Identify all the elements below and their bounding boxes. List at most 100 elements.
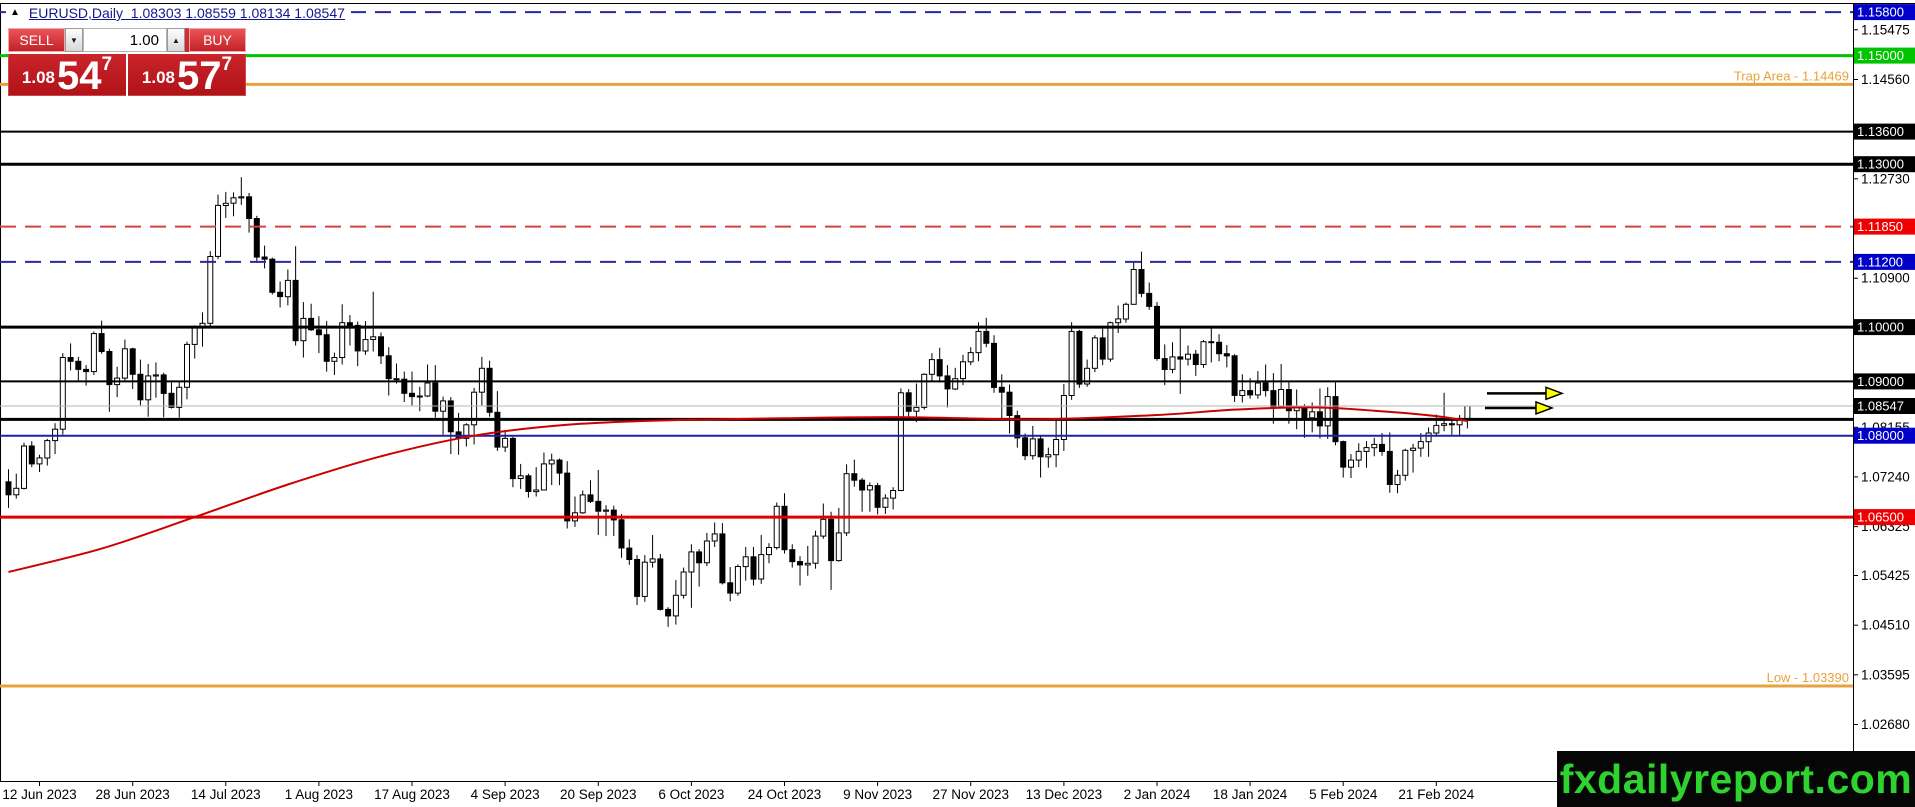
candle-body <box>354 324 361 352</box>
moving-average-line <box>8 406 1468 573</box>
candle-body <box>191 327 198 345</box>
date-tick-label: 21 Feb 2024 <box>1398 787 1474 802</box>
candle-body <box>928 359 935 375</box>
candle-body <box>184 343 190 388</box>
candle-body <box>556 459 563 474</box>
candle-body <box>1091 337 1098 369</box>
candle-body <box>67 357 74 362</box>
candle-body <box>1247 390 1254 396</box>
candle-body <box>882 497 889 508</box>
candle-body <box>680 571 687 596</box>
candle-body <box>253 218 260 258</box>
candle-body <box>370 336 377 340</box>
candle-body <box>1185 353 1191 360</box>
candle-body <box>657 558 664 610</box>
candle-body <box>1115 318 1122 324</box>
candle-body <box>789 549 796 563</box>
candle-body <box>230 197 237 204</box>
right-arrow-icon <box>1545 386 1565 401</box>
candle-body <box>734 566 741 594</box>
candle-body <box>339 322 346 359</box>
candle-body <box>533 489 540 493</box>
price-tick-label: 1.02680 <box>1861 717 1910 732</box>
candle-body <box>1285 389 1292 412</box>
candle-body <box>1060 395 1067 440</box>
candle-body <box>1464 405 1471 420</box>
date-tick-label: 18 Jan 2024 <box>1213 787 1288 802</box>
candle-body <box>1099 337 1106 360</box>
candle-body <box>672 594 679 617</box>
price-level-label: 1.06500 <box>1857 510 1904 525</box>
candle-body <box>1154 305 1160 359</box>
collapse-panel-icon[interactable]: ▲ <box>10 7 20 18</box>
watermark-text: fxdailyreport.com <box>1559 755 1913 802</box>
one-click-trading-panel: SELL ▼ 1.00 ▲ BUY 1.08 54 7 1.08 57 7 <box>8 28 246 96</box>
candle-body <box>1340 441 1347 468</box>
price-level-label-bg <box>1854 123 1915 140</box>
candle-body <box>323 334 330 362</box>
candle-body <box>1084 367 1091 385</box>
candle-body <box>766 547 772 556</box>
buy-price-pips: 57 <box>177 54 222 98</box>
candle-body <box>401 378 408 394</box>
volume-increase-button[interactable]: ▲ <box>167 28 185 52</box>
candle-body <box>975 330 982 354</box>
candle-body <box>300 317 307 342</box>
sell-price-pips: 54 <box>57 54 102 98</box>
price-tick-label: 1.04510 <box>1861 618 1910 633</box>
candle-body <box>579 494 586 514</box>
candle-body <box>773 505 780 549</box>
candle-body <box>129 348 136 375</box>
candle-body <box>36 457 43 465</box>
candle-body <box>277 291 284 298</box>
candle-body <box>471 391 478 426</box>
sell-price-display[interactable]: 1.08 54 7 <box>8 54 128 96</box>
candle-body <box>820 518 827 537</box>
candle-body <box>432 382 439 412</box>
date-tick-label: 17 Aug 2023 <box>374 787 450 802</box>
candle-body <box>603 509 609 512</box>
candle-body <box>207 256 214 324</box>
candle-body <box>1231 355 1238 396</box>
price-level-label-bg <box>1854 373 1915 390</box>
date-tick-label: 20 Sep 2023 <box>560 787 637 802</box>
candle-body <box>1324 396 1331 427</box>
candle-body <box>385 355 392 380</box>
candle-body <box>1006 391 1013 417</box>
candle-body <box>292 279 299 342</box>
candle-body <box>447 400 454 433</box>
volume-input[interactable]: 1.00 <box>83 28 167 52</box>
candle-body <box>1146 292 1153 307</box>
sell-button[interactable]: SELL <box>8 28 65 52</box>
candle-body <box>525 475 532 492</box>
candle-body <box>145 375 152 401</box>
watermark-banner: fxdailyreport.com <box>1557 751 1915 807</box>
candle-body <box>967 352 974 363</box>
buy-price-display[interactable]: 1.08 57 7 <box>128 54 246 96</box>
current-price-label-bg <box>1854 398 1915 414</box>
symbol-ohlc-title: EURUSD,Daily 1.08303 1.08559 1.08134 1.0… <box>28 5 345 21</box>
candle-body <box>696 551 703 564</box>
candle-body <box>362 339 369 352</box>
candle-body <box>797 561 803 566</box>
buy-button[interactable]: BUY <box>189 28 246 52</box>
candle-body <box>1433 424 1440 434</box>
price-tick-label: 1.05425 <box>1861 568 1910 583</box>
candle-body <box>913 406 920 412</box>
candle-body <box>1208 341 1215 344</box>
candle-body <box>346 322 353 326</box>
candle-body <box>1348 459 1354 468</box>
price-level-label: 1.08000 <box>1857 428 1904 443</box>
candle-body <box>44 440 51 459</box>
candle-body <box>649 558 656 563</box>
candle-body <box>424 382 431 397</box>
candle-body <box>28 445 35 465</box>
candle-body <box>1402 449 1409 476</box>
candle-body <box>478 367 485 393</box>
volume-decrease-button[interactable]: ▼ <box>65 28 83 52</box>
price-level-label: 1.11850 <box>1857 219 1903 234</box>
spin-up-icon: ▲ <box>172 35 180 45</box>
candle-body <box>750 556 757 580</box>
candle-body <box>75 360 82 370</box>
